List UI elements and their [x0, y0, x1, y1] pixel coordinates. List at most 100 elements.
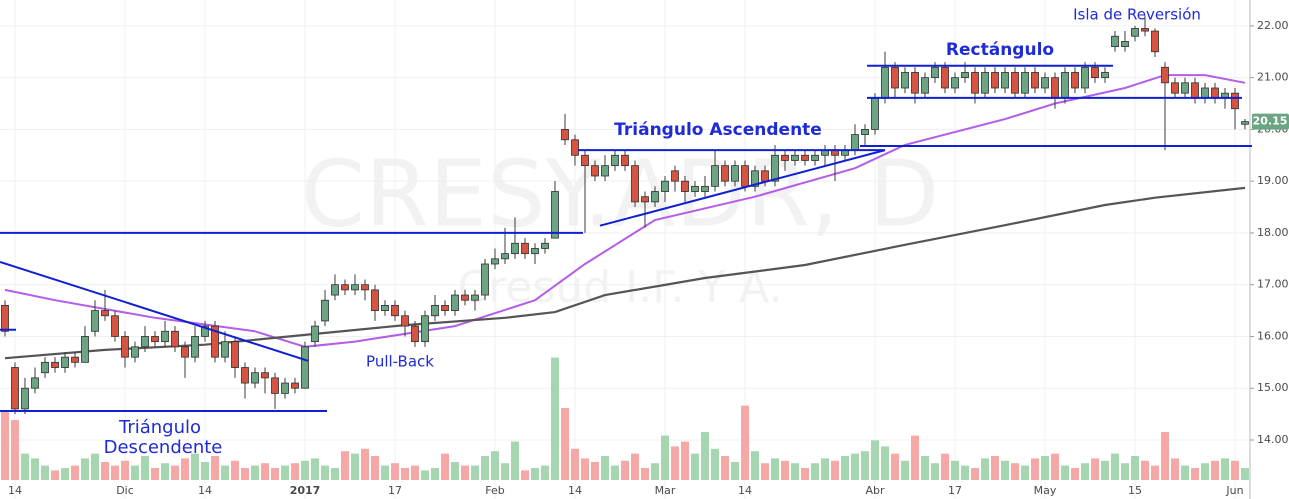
- candle-body: [1011, 72, 1019, 94]
- candle-body: [261, 372, 269, 379]
- candle-body: [461, 294, 469, 301]
- candle-body: [921, 77, 929, 94]
- volume-bar: [1011, 463, 1019, 480]
- volume-bar: [391, 463, 399, 480]
- candle-body: [751, 170, 759, 187]
- volume-bar: [1081, 463, 1089, 480]
- candle-body: [491, 258, 499, 265]
- volume-bar: [711, 448, 719, 480]
- candle-body: [881, 66, 889, 99]
- volume-bar: [31, 458, 39, 480]
- candle-body: [951, 77, 959, 89]
- y-tick-label: 14.00: [1257, 433, 1289, 446]
- volume-bar: [421, 470, 429, 480]
- volume-bar: [131, 465, 139, 480]
- candle-body: [1091, 66, 1099, 79]
- watermark-sub: Cresud I.F. Y A.: [458, 262, 783, 313]
- x-tick-label: Abr: [865, 484, 885, 497]
- candle-body: [701, 185, 709, 192]
- candle-body: [431, 305, 439, 317]
- trend-line: [0, 260, 309, 362]
- candle-body: [691, 185, 699, 192]
- candle-body: [601, 165, 609, 177]
- candle-body: [211, 325, 219, 358]
- annotation: Isla de Reversión: [1073, 6, 1201, 24]
- volume-bar: [531, 468, 539, 480]
- candle-body: [1241, 121, 1249, 125]
- volume-bar: [1211, 460, 1219, 480]
- candle-body: [1111, 35, 1119, 47]
- volume-bar: [181, 458, 189, 480]
- volume-bar: [1091, 458, 1099, 480]
- volume-bar: [661, 435, 669, 480]
- volume-bar: [1181, 465, 1189, 480]
- x-tick-label: May: [1034, 484, 1057, 497]
- candle-body: [1081, 66, 1089, 89]
- volume-bar: [121, 460, 129, 480]
- candle-body: [971, 72, 979, 94]
- volume-bar: [651, 463, 659, 480]
- candle-body: [471, 294, 479, 301]
- candle-body: [361, 284, 369, 291]
- candle-body: [301, 346, 309, 389]
- x-tick-label: Jun: [1225, 484, 1243, 497]
- x-tick-label: 2017: [290, 484, 321, 497]
- volume-bar: [601, 456, 609, 480]
- candle-body: [351, 284, 359, 291]
- candle-body: [41, 361, 49, 374]
- trend-line: [599, 149, 886, 227]
- volume-bar: [1131, 456, 1139, 480]
- candle-body: [531, 248, 539, 255]
- candle-body: [541, 242, 549, 249]
- x-tick-label: Feb: [485, 484, 504, 497]
- volume-bar: [91, 453, 99, 480]
- volume-bar: [341, 451, 349, 480]
- volume-bar: [271, 468, 279, 480]
- volume-bar: [1241, 468, 1249, 480]
- candle-body: [21, 387, 29, 410]
- volume-bar: [831, 460, 839, 480]
- volume-bar: [771, 458, 779, 480]
- candle-body: [811, 154, 819, 161]
- candle-body: [111, 315, 119, 337]
- candle-body: [991, 72, 999, 89]
- candle-body: [931, 66, 939, 79]
- volume-bar: [151, 468, 159, 480]
- candle-body: [401, 315, 409, 327]
- volume-bar: [701, 432, 709, 480]
- volume-bar: [241, 468, 249, 480]
- candle-body: [241, 367, 249, 384]
- candle-body: [1141, 28, 1149, 32]
- candle-body: [721, 165, 729, 182]
- candle-body: [941, 66, 949, 89]
- annotation: Triángulo: [118, 417, 201, 438]
- candle-body: [961, 72, 969, 79]
- candle-body: [711, 165, 719, 187]
- volume-bar: [21, 453, 29, 480]
- candle-body: [561, 129, 569, 141]
- volume-bar: [841, 456, 849, 480]
- candle-body: [281, 382, 289, 394]
- candle-body: [981, 72, 989, 94]
- candle-body: [511, 242, 519, 255]
- candle-body: [521, 242, 529, 255]
- candle-body: [791, 154, 799, 161]
- volume-bar: [11, 420, 19, 480]
- volume-bar: [51, 470, 59, 480]
- candle-body: [221, 341, 229, 358]
- x-tick-label: 14: [738, 484, 752, 497]
- volume-bar: [921, 456, 929, 480]
- candle-body: [1181, 82, 1189, 94]
- candle-body: [11, 367, 19, 410]
- volume-bar: [801, 468, 809, 480]
- candle-body: [371, 289, 379, 311]
- volume-bar: [491, 451, 499, 480]
- candle-body: [391, 305, 399, 317]
- volume-bar: [41, 465, 49, 480]
- y-tick-label: 16.00: [1257, 329, 1289, 342]
- volume-bar: [461, 465, 469, 480]
- volume-bar: [1001, 460, 1009, 480]
- candle-body: [861, 129, 869, 135]
- volume-bar: [901, 460, 909, 480]
- candle-body: [141, 336, 149, 348]
